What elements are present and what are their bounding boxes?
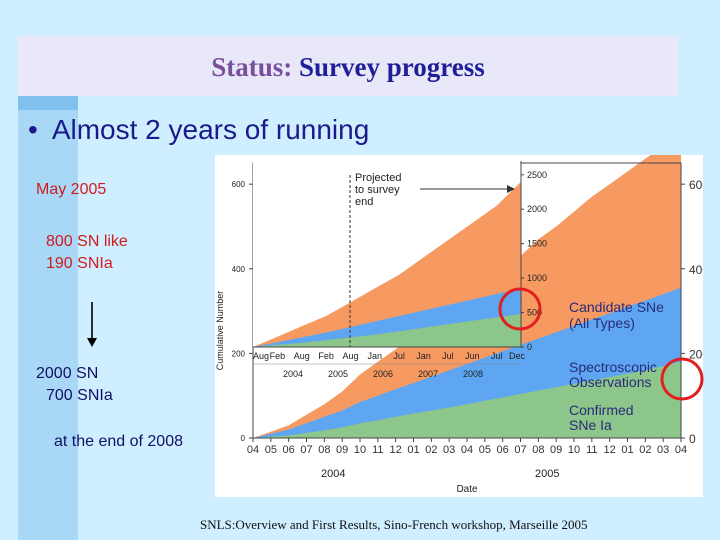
slide-title: Status: Survey progress (18, 52, 678, 83)
projected-sn: 2000 SN (36, 365, 99, 382)
inset-x-tick-label: Jun (465, 351, 480, 361)
inset-annotation-arrowhead (507, 185, 515, 193)
x-tick-label: 01 (407, 444, 419, 456)
x-tick-label: 11 (372, 444, 383, 456)
x-tick-label: 05 (265, 444, 277, 456)
x-tick-label: 03 (443, 444, 455, 456)
inset-x-tick-label: Jan (416, 351, 431, 361)
inset-x-tick-label: Jul (393, 351, 405, 361)
sn-like-count: 800 SN like (46, 233, 128, 250)
series-label-spectroscopic-sub: Observations (569, 374, 651, 390)
year-label-2005: 2005 (535, 468, 559, 480)
bullet-text: Almost 2 years of running (51, 114, 370, 145)
x-tick-label: 12 (390, 444, 402, 456)
inset-y-tick-label: 1000 (527, 273, 547, 283)
y-tick-label: 400 (232, 265, 246, 274)
x-tick-label: 08 (318, 444, 330, 456)
title-keyword: Status: (211, 52, 293, 82)
inset-year-label: 2004 (283, 369, 303, 379)
x-tick-label: 09 (550, 444, 562, 456)
x-tick-label: 04 (247, 444, 259, 456)
x-tick-label: 12 (604, 444, 616, 456)
inset-x-tick-label: Jul (491, 351, 503, 361)
down-arrow-icon (87, 302, 97, 347)
projected-snia: 700 SNIa (46, 387, 113, 404)
x-tick-label: 08 (532, 444, 544, 456)
x-axis-label: Date (456, 484, 478, 495)
series-label-confirmed: Confirmed (569, 402, 634, 418)
inset-y-tick-label: 0 (527, 342, 532, 352)
inset-y-tick-label: 500 (527, 308, 542, 318)
y-right-tick-label: 0 (689, 432, 696, 446)
x-tick-label: 11 (586, 444, 597, 456)
inset-year-label: 2008 (463, 369, 483, 379)
progress-chart: 0200400600020040060004050607080910111201… (215, 155, 703, 495)
series-label-candidate: Candidate SNe (569, 299, 664, 315)
x-tick-label: 02 (425, 444, 437, 456)
y-right-tick-label: 200 (689, 347, 703, 361)
y-right-tick-label: 600 (689, 178, 703, 192)
footer-citation: SNLS:Overview and First Results, Sino-Fr… (200, 517, 588, 532)
x-tick-label: 02 (639, 444, 651, 456)
x-tick-label: 07 (300, 444, 312, 456)
x-tick-label: 06 (497, 444, 509, 456)
inset-x-tick-label: Aug (294, 351, 310, 361)
inset-y-tick-label: 2500 (527, 170, 547, 180)
snia-count: 190 SNIa (46, 255, 113, 272)
inset-area-confirmed-sne-ia (253, 313, 521, 347)
x-tick-label: 04 (461, 444, 473, 456)
y-right-tick-label: 400 (689, 263, 703, 277)
inset-annotation-line2: to survey (355, 184, 400, 196)
inset-x-tick-label: Jul (442, 351, 454, 361)
title-bar (18, 36, 678, 96)
inset-year-label: 2005 (328, 369, 348, 379)
x-tick-label: 01 (621, 444, 633, 456)
x-tick-label: 03 (657, 444, 669, 456)
chart-panel: 0200400600020040060004050607080910111201… (215, 155, 703, 497)
y-tick-label: 600 (232, 180, 246, 189)
bullet-line: • Almost 2 years of running (28, 114, 369, 146)
x-tick-label: 09 (336, 444, 348, 456)
inset-x-tick-label: Feb (270, 351, 286, 361)
inset-year-label: 2006 (373, 369, 393, 379)
x-tick-label: 10 (568, 444, 580, 456)
end-2008-label: at the end of 2008 (54, 433, 183, 450)
inset-x-tick-label: Aug (342, 351, 358, 361)
inset-x-tick-label: Dec (509, 351, 526, 361)
series-label-confirmed-sub: SNe Ia (569, 417, 612, 433)
inset-y-tick-label: 1500 (527, 239, 547, 249)
x-tick-label: 04 (675, 444, 687, 456)
area-confirmed-sne-ia (253, 361, 681, 438)
inset-x-tick-label: Jan (368, 351, 383, 361)
inset-y-tick-label: 2000 (527, 204, 547, 214)
y-tick-label: 0 (241, 434, 246, 443)
y-axis-label: Cumulative Number (215, 291, 225, 371)
series-label-candidate-sub: (All Types) (569, 315, 635, 331)
x-tick-label: 10 (354, 444, 366, 456)
title-rest: Survey progress (299, 52, 485, 82)
x-tick-label: 06 (283, 444, 295, 456)
inset-annotation-line3: end (355, 196, 373, 208)
inset-annotation-line1: Projected (355, 172, 401, 184)
bullet-dot-icon: • (28, 114, 38, 145)
inset-x-tick-label: Feb (318, 351, 334, 361)
year-label-2004: 2004 (321, 468, 345, 480)
x-tick-label: 05 (479, 444, 491, 456)
may-2005-label: May 2005 (36, 181, 107, 198)
inset-year-label: 2007 (418, 369, 438, 379)
y-tick-label: 200 (232, 349, 246, 358)
left-accent-cap (18, 96, 78, 110)
series-label-spectroscopic: Spectroscopic (569, 359, 657, 375)
x-tick-label: 07 (514, 444, 526, 456)
left-accent-bar (18, 96, 78, 540)
inset-x-tick-label: Aug (253, 351, 269, 361)
